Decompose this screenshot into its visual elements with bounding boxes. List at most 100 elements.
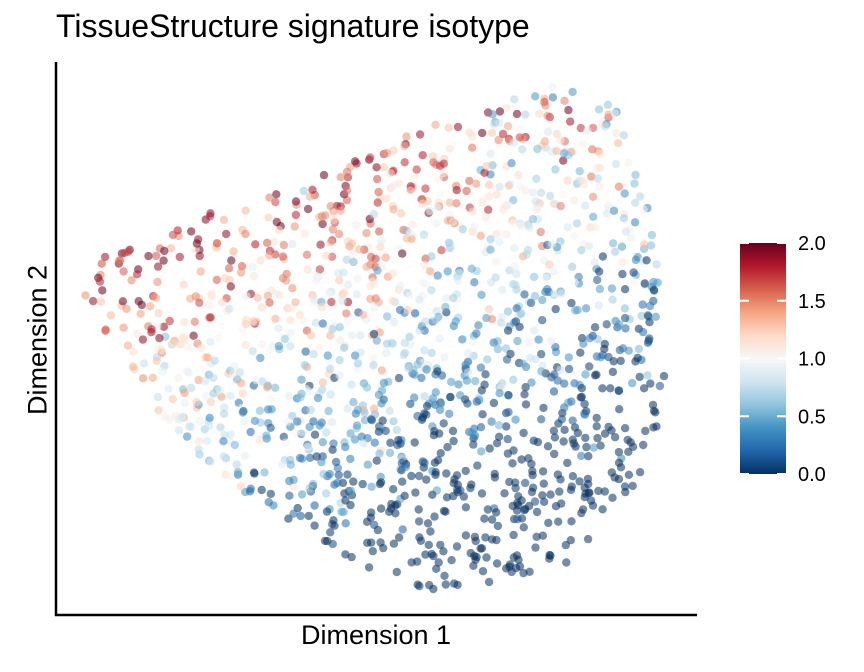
scatter-point bbox=[284, 391, 294, 401]
scatter-point bbox=[637, 311, 646, 321]
scatter-point bbox=[601, 122, 610, 131]
scatter-point bbox=[362, 228, 371, 238]
scatter-point bbox=[461, 503, 471, 512]
scatter-point bbox=[106, 311, 116, 320]
scatter-point bbox=[514, 170, 523, 180]
scatter-point bbox=[299, 186, 308, 196]
scatter-point bbox=[471, 376, 480, 386]
scatter-point bbox=[153, 392, 163, 402]
scatter-point bbox=[556, 365, 565, 375]
scatter-point bbox=[432, 219, 441, 228]
scatter-point bbox=[532, 174, 541, 183]
scatter-point bbox=[559, 190, 568, 200]
scatter-point bbox=[382, 348, 391, 358]
scatter-point bbox=[592, 413, 601, 423]
scatter-point bbox=[556, 135, 565, 145]
scatter-point bbox=[238, 408, 247, 417]
scatter-point bbox=[531, 92, 540, 101]
scatter-point bbox=[510, 95, 519, 104]
scatter-point bbox=[420, 346, 429, 355]
scatter-point bbox=[374, 427, 384, 436]
scatter-point bbox=[342, 309, 351, 318]
scatter-point bbox=[509, 138, 518, 147]
scatter-point bbox=[428, 490, 437, 499]
scatter-point bbox=[373, 174, 382, 184]
scatter-point bbox=[579, 339, 588, 348]
scatter-point bbox=[480, 168, 489, 177]
scatter-point bbox=[461, 360, 470, 370]
scatter-point bbox=[568, 416, 577, 425]
scatter-point bbox=[238, 326, 247, 335]
scatter-point bbox=[539, 403, 548, 413]
scatter-point bbox=[567, 517, 576, 526]
scatter-point bbox=[519, 428, 528, 438]
scatter-point bbox=[549, 387, 559, 396]
scatter-point bbox=[532, 532, 541, 541]
scatter-point bbox=[578, 139, 588, 148]
scatter-point bbox=[517, 455, 526, 464]
scatter-point bbox=[313, 393, 323, 403]
scatter-point bbox=[372, 336, 381, 345]
scatter-point bbox=[489, 398, 499, 408]
scatter-point bbox=[209, 373, 218, 383]
scatter-point bbox=[206, 209, 215, 218]
scatter-point bbox=[427, 252, 436, 261]
scatter-point bbox=[216, 423, 225, 432]
scatter-point bbox=[445, 198, 454, 207]
scatter-point bbox=[647, 230, 657, 240]
scatter-point bbox=[372, 456, 381, 465]
colorbar-tick-label: 1.5 bbox=[798, 291, 826, 313]
scatter-point bbox=[543, 285, 552, 294]
scatter-point bbox=[620, 189, 629, 198]
scatter-point bbox=[461, 531, 471, 540]
scatter-point bbox=[182, 432, 192, 441]
scatter-point bbox=[376, 478, 386, 487]
scatter-point bbox=[341, 519, 350, 528]
scatter-point bbox=[452, 199, 461, 208]
scatter-point bbox=[649, 406, 659, 416]
scatter-point bbox=[456, 486, 465, 495]
scatter-point bbox=[249, 316, 258, 326]
scatter-point bbox=[576, 393, 585, 402]
scatter-point bbox=[411, 488, 420, 497]
scatter-point bbox=[432, 564, 441, 573]
scatter-point bbox=[488, 128, 497, 138]
scatter-point bbox=[638, 327, 648, 337]
scatter-point bbox=[271, 198, 280, 207]
scatter-point bbox=[564, 353, 573, 362]
scatter-point bbox=[418, 199, 427, 208]
scatter-point bbox=[128, 347, 138, 356]
scatter-point bbox=[338, 296, 347, 306]
scatter-point bbox=[389, 205, 398, 214]
scatter-point bbox=[560, 96, 569, 106]
scatter-point bbox=[434, 174, 443, 184]
scatter-point bbox=[604, 110, 613, 119]
scatter-point bbox=[389, 146, 398, 155]
scatter-point bbox=[504, 201, 513, 210]
scatter-point bbox=[645, 301, 655, 311]
scatter-point bbox=[303, 204, 313, 214]
scatter-point bbox=[628, 442, 638, 451]
scatter-point bbox=[531, 197, 540, 206]
scatter-point bbox=[560, 403, 569, 412]
scatter-point bbox=[628, 276, 637, 285]
scatter-point bbox=[351, 409, 360, 418]
scatter-point bbox=[462, 186, 471, 196]
scatter-point bbox=[394, 533, 404, 542]
scatter-point bbox=[165, 316, 174, 326]
scatter-point bbox=[350, 435, 360, 444]
scatter-point bbox=[549, 267, 558, 277]
scatter-point bbox=[242, 292, 251, 301]
scatter-point bbox=[414, 505, 423, 514]
scatter-point bbox=[436, 449, 445, 458]
scatter-point bbox=[221, 470, 230, 479]
scatter-point bbox=[347, 239, 357, 248]
scatter-point bbox=[594, 105, 604, 114]
scatter-point bbox=[550, 370, 559, 379]
scatter-point bbox=[155, 333, 164, 343]
scatter-point bbox=[575, 167, 584, 176]
scatter-point bbox=[478, 567, 488, 576]
scatter-point bbox=[555, 487, 564, 496]
scatter-point bbox=[265, 298, 274, 307]
scatter-point bbox=[385, 448, 395, 458]
